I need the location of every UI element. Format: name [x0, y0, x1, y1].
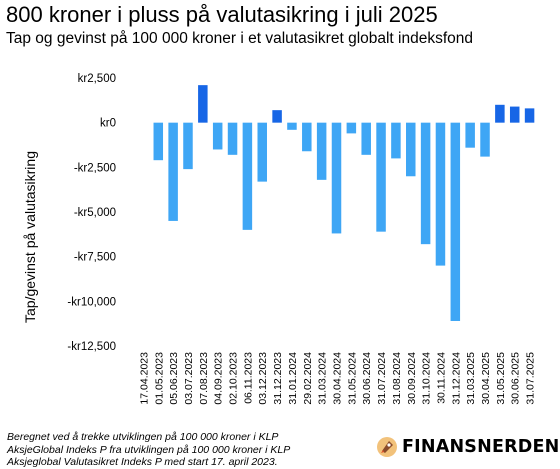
x-tick-label: 03.12.2023 [257, 352, 269, 405]
x-tick-label: 30.04.2025 [480, 352, 492, 405]
bar [465, 122, 475, 148]
bar [524, 108, 535, 123]
chart-title: 800 kroner i pluss på valutasikring i ju… [6, 2, 438, 27]
x-tick-label: 30.06.2025 [510, 352, 522, 405]
bar [212, 122, 223, 150]
x-tick-label: 31.05.2024 [346, 352, 358, 405]
bar [168, 122, 178, 221]
bar [406, 122, 416, 177]
x-tick-label: 31.01.2024 [287, 352, 299, 405]
bar [391, 122, 401, 159]
footer-note-line: Beregnet ved å trekke utviklingen på 100… [7, 431, 279, 443]
y-tick-label: kr2,500 [78, 73, 116, 85]
y-tick-label: kr0 [100, 118, 116, 130]
bar [450, 122, 461, 321]
bar [302, 122, 312, 152]
x-tick-label: 17.04.2023 [138, 352, 150, 405]
x-tick-label: 05.06.2023 [168, 352, 180, 405]
chart-subtitle: Tap og gevinst på 100 000 kroner i et va… [6, 30, 474, 47]
bar-chart: kr2,500 kr0 -kr2,500 -kr5,000 -kr7,500 -kr10,… [67, 73, 537, 405]
bar [361, 122, 371, 155]
brand-name: FINANSNERDEN [402, 437, 560, 457]
footer-note-line: Aksjeglobal Valutasikret Indeks P med st… [7, 456, 278, 468]
y-tick-label: -kr7,500 [74, 252, 116, 264]
y-tick-label: -kr5,000 [74, 207, 116, 219]
x-tick-label: 06.11.2023 [242, 352, 254, 404]
bar [331, 122, 342, 234]
bar [242, 122, 253, 230]
bar [272, 110, 282, 123]
rocket-logo-icon [377, 437, 397, 457]
bar [495, 104, 505, 123]
bar [198, 85, 208, 123]
y-tick-label: -kr10,000 [67, 296, 116, 308]
x-tick-label: 04.09.2023 [213, 352, 225, 405]
x-tick-label: 30.06.2024 [361, 352, 373, 405]
x-tick-label: 31.07.2024 [376, 352, 388, 405]
x-tick-label: 30.09.2024 [406, 352, 418, 405]
x-tick-label: 31.03.2025 [465, 352, 477, 405]
x-tick-label: 31.10.2024 [421, 352, 433, 405]
x-tick-label: 31.12.2024 [450, 352, 462, 405]
y-tick-label: -kr2,500 [74, 162, 116, 174]
bar [316, 122, 327, 180]
brand-logo: FINANSNERDEN [376, 436, 560, 458]
x-tick-label: 31.12.2023 [272, 352, 284, 405]
x-tick-label: 03.07.2023 [183, 352, 195, 405]
x-tick-label: 31.05.2025 [495, 352, 507, 405]
bar [420, 122, 431, 245]
bar [435, 122, 446, 266]
bar [183, 122, 193, 170]
y-tick-label: -kr12,500 [67, 341, 116, 353]
bar [376, 122, 386, 232]
x-tick-label: 31.07.2025 [525, 352, 537, 405]
bar [257, 122, 267, 182]
footer-notes: Beregnet ved å trekke utviklingen på 100… [7, 431, 290, 469]
x-tick-label: 30.11.2024 [435, 352, 447, 404]
x-tick-label: 07.08.2023 [198, 352, 210, 405]
x-tick-label: 31.03.2024 [317, 352, 329, 405]
bar [153, 122, 164, 161]
bar [346, 122, 357, 134]
x-tick-label: 01.05.2023 [153, 352, 165, 405]
x-tick-label: 02.10.2023 [228, 352, 240, 405]
x-tick-label: 29.02.2024 [302, 352, 314, 405]
footer-note-line: AksjeGlobal Indeks P fra utviklingen på … [7, 443, 291, 456]
bar [287, 122, 297, 130]
bar [227, 122, 238, 155]
x-tick-label: 30.04.2024 [332, 352, 344, 405]
x-tick-label: 31.08.2024 [391, 352, 403, 405]
bar [509, 106, 520, 123]
bar [480, 122, 490, 157]
